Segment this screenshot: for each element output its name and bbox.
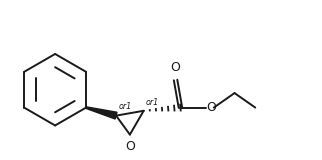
Polygon shape [86, 107, 117, 119]
Text: O: O [206, 101, 216, 114]
Text: or1: or1 [118, 102, 132, 111]
Text: or1: or1 [145, 98, 158, 107]
Text: O: O [171, 61, 181, 74]
Text: O: O [125, 140, 135, 153]
